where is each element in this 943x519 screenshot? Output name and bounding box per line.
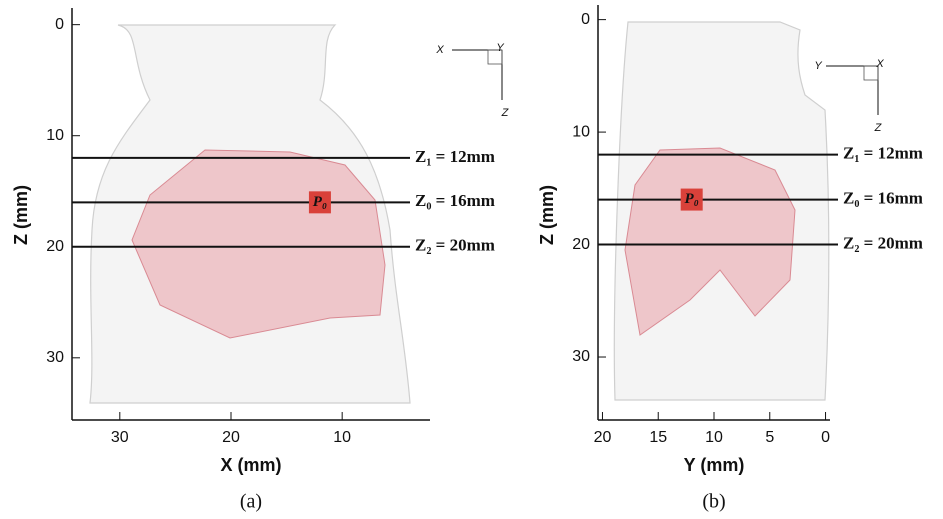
orientation-label: Z bbox=[874, 122, 883, 134]
y-tick-label: 10 bbox=[572, 123, 590, 140]
x-tick-label: 15 bbox=[649, 429, 667, 446]
caption: (a) bbox=[240, 491, 262, 513]
point-label: P₀ bbox=[684, 191, 698, 207]
reference-label: Z₀ = 16mm bbox=[415, 191, 495, 210]
orientation-label: Y bbox=[496, 42, 504, 54]
x-tick-label: 0 bbox=[821, 429, 830, 446]
organ bbox=[132, 150, 385, 338]
x-tick-label: 10 bbox=[705, 429, 723, 446]
y-tick-label: 0 bbox=[55, 16, 64, 33]
reference-label: Z₁ = 12mm bbox=[843, 143, 923, 162]
orientation-label: X bbox=[875, 58, 884, 70]
reference-label: Z₂ = 20mm bbox=[843, 233, 923, 252]
x-tick-label: 5 bbox=[765, 429, 774, 446]
reference-label: Z₀ = 16mm bbox=[843, 188, 923, 207]
reference-label: Z₁ = 12mm bbox=[415, 147, 495, 166]
y-tick-label: 0 bbox=[581, 11, 590, 28]
orientation-label: Y bbox=[814, 60, 822, 72]
y-axis-title: Z (mm) bbox=[537, 185, 557, 245]
x-tick-label: 30 bbox=[111, 429, 129, 446]
x-axis-title: Y (mm) bbox=[684, 455, 745, 475]
x-axis-title: X (mm) bbox=[220, 455, 281, 475]
reference-label: Z₂ = 20mm bbox=[415, 236, 495, 255]
figure: 30 20 10 0 10 20 30 X (mm) Z (mm) (a) Z₁ = 12mm Z₀ … bbox=[0, 0, 943, 519]
y-tick-label: 10 bbox=[46, 127, 64, 144]
x-tick-label: 20 bbox=[222, 429, 240, 446]
orientation-label: X bbox=[435, 44, 444, 56]
y-tick-label: 30 bbox=[46, 349, 64, 366]
y-tick-label: 20 bbox=[572, 236, 590, 253]
orientation-label: Z bbox=[501, 107, 510, 119]
y-tick-label: 30 bbox=[572, 348, 590, 365]
x-tick-label: 10 bbox=[333, 429, 351, 446]
y-axis-title: Z (mm) bbox=[11, 185, 31, 245]
point-label: P₀ bbox=[313, 194, 327, 210]
caption: (b) bbox=[702, 491, 725, 513]
x-tick-label: 20 bbox=[594, 429, 612, 446]
y-tick-label: 20 bbox=[46, 238, 64, 255]
